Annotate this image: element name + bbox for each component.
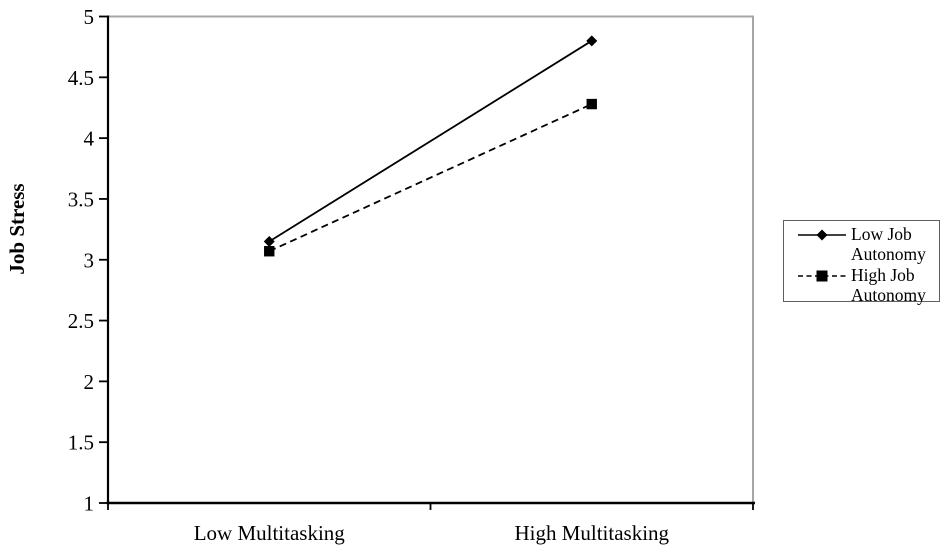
- series-line-high-job-autonomy: [268, 103, 593, 253]
- legend-item-high-job-autonomy: High Job Autonomy: [796, 265, 939, 305]
- y-tick-label: 5: [84, 5, 95, 29]
- x-category-label: High Multitasking: [514, 521, 669, 545]
- y-tick-label: 4: [84, 127, 95, 151]
- y-tick-label: 3.5: [68, 187, 94, 211]
- marker-diamond-low-job-autonomy: [586, 35, 598, 47]
- y-tick-label: 2: [84, 370, 95, 394]
- solid-line-diamond-marker-icon: [798, 229, 846, 241]
- legend-label: Low Job Autonomy: [851, 224, 926, 264]
- y-axis-title: Job Stress: [5, 183, 29, 274]
- dashed-line-square-marker-icon: [798, 270, 846, 282]
- y-tick-label: 1: [84, 492, 95, 516]
- series-line-low-job-autonomy: [268, 40, 593, 243]
- legend-label: High Job Autonomy: [851, 265, 926, 305]
- marker-square-high-job-autonomy: [264, 246, 275, 257]
- legend-item-low-job-autonomy: Low Job Autonomy: [796, 224, 939, 264]
- x-category-label: Low Multitasking: [194, 521, 346, 545]
- y-tick-label: 3: [84, 248, 95, 272]
- legend: Low Job Autonomy High Job Autonomy: [783, 220, 940, 305]
- marker-square-high-job-autonomy: [586, 98, 597, 110]
- marker-diamond-low-job-autonomy: [263, 236, 275, 248]
- y-tick-label: 1.5: [68, 431, 94, 455]
- y-tick-label: 4.5: [68, 66, 94, 90]
- y-tick-label: 2.5: [68, 309, 94, 333]
